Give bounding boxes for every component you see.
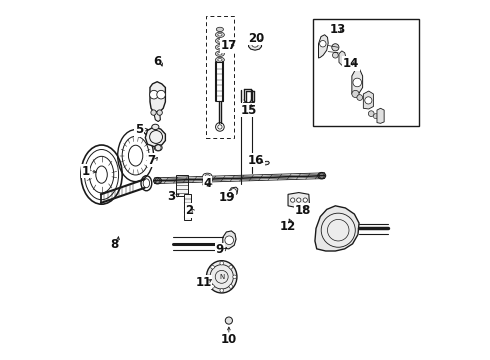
Circle shape [157,90,166,99]
Circle shape [352,90,359,98]
Text: 6: 6 [153,55,161,68]
Text: 19: 19 [219,192,235,204]
Text: 20: 20 [247,32,264,45]
Ellipse shape [153,177,161,184]
Circle shape [229,285,233,288]
Circle shape [149,90,158,99]
Text: 16: 16 [247,154,264,167]
Text: 4: 4 [203,177,212,190]
Ellipse shape [203,182,212,187]
Text: 14: 14 [343,57,359,70]
Text: 12: 12 [280,220,296,233]
Circle shape [211,265,214,269]
Text: 15: 15 [241,104,257,117]
Polygon shape [146,127,166,147]
Circle shape [373,114,378,119]
Polygon shape [223,231,236,249]
Text: 2: 2 [185,204,194,217]
Ellipse shape [216,27,223,32]
Ellipse shape [216,32,224,37]
Ellipse shape [218,53,222,55]
Polygon shape [318,35,328,58]
Polygon shape [288,193,310,208]
Polygon shape [315,206,359,251]
Circle shape [353,78,362,87]
Circle shape [225,317,232,324]
Bar [243,102,246,105]
Polygon shape [248,39,262,50]
Circle shape [216,123,224,131]
Circle shape [220,261,223,265]
Ellipse shape [252,42,258,47]
Polygon shape [352,69,363,95]
Circle shape [229,265,233,269]
Bar [184,194,191,220]
Circle shape [225,236,234,244]
Ellipse shape [206,261,237,293]
Text: 10: 10 [220,333,237,346]
Ellipse shape [318,172,326,179]
Ellipse shape [203,173,212,178]
Circle shape [357,95,363,100]
Text: 13: 13 [330,23,346,36]
Text: 17: 17 [220,39,237,52]
Bar [176,175,188,196]
Circle shape [333,52,338,58]
Ellipse shape [151,110,156,115]
Ellipse shape [216,51,224,57]
Polygon shape [339,51,346,65]
Ellipse shape [216,57,224,63]
Ellipse shape [321,213,355,247]
Circle shape [332,44,339,51]
Bar [250,102,254,105]
Polygon shape [377,108,384,123]
Polygon shape [153,112,160,122]
Circle shape [296,198,301,202]
Text: 11: 11 [196,276,212,289]
Ellipse shape [218,33,222,36]
Text: N: N [219,274,224,280]
Ellipse shape [203,177,212,183]
Bar [313,19,419,126]
Ellipse shape [218,59,222,61]
Ellipse shape [152,124,159,130]
Ellipse shape [218,46,222,49]
Text: 18: 18 [294,204,311,217]
Circle shape [303,198,307,202]
Ellipse shape [216,45,224,50]
Polygon shape [150,82,166,112]
Ellipse shape [216,38,224,44]
Polygon shape [229,187,238,196]
Ellipse shape [154,144,162,151]
Text: 3: 3 [168,190,175,203]
Text: 9: 9 [216,243,224,256]
Circle shape [365,97,372,104]
Circle shape [291,198,295,202]
Circle shape [319,173,324,178]
Text: 1: 1 [81,165,90,177]
Bar [205,16,234,138]
Ellipse shape [218,40,222,42]
Circle shape [220,289,223,292]
Circle shape [319,41,326,47]
Circle shape [207,275,211,279]
Circle shape [233,275,236,279]
Text: 5: 5 [135,123,144,136]
Circle shape [155,178,160,183]
Polygon shape [364,91,373,109]
Polygon shape [262,161,270,165]
Circle shape [211,285,214,288]
Text: 7: 7 [147,154,156,167]
Circle shape [368,111,374,117]
Circle shape [231,189,236,194]
Ellipse shape [157,110,162,115]
Text: 8: 8 [110,238,118,251]
